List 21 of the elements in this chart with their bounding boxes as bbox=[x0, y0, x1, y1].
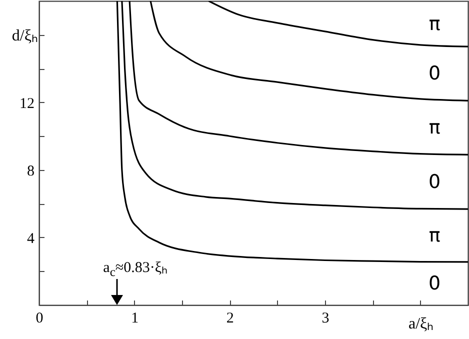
annotation: 0 bbox=[428, 62, 441, 85]
line-series bbox=[128, 1, 468, 156]
y-axis-title: d/ξₕ bbox=[12, 27, 38, 44]
annotation: π bbox=[428, 12, 440, 35]
x-tick-label: 0 bbox=[36, 310, 44, 326]
line-series bbox=[116, 1, 468, 263]
annotation: 0 bbox=[428, 170, 441, 193]
annotation: 0 bbox=[428, 272, 441, 294]
x-tick-label: 3 bbox=[322, 310, 330, 326]
y-tick-label: 12 bbox=[20, 96, 34, 112]
line-series bbox=[121, 1, 468, 210]
x-tick-label: 1 bbox=[131, 310, 139, 326]
x-axis-title: a/ξₕ bbox=[408, 316, 434, 332]
y-tick-label: 8 bbox=[27, 163, 34, 180]
annotation: π bbox=[428, 224, 440, 246]
y-tick-label: 4 bbox=[27, 230, 35, 247]
annotation: a$_{c}$≈0.83·ξₕ bbox=[103, 260, 168, 278]
x-tick-label: 2 bbox=[226, 310, 234, 326]
annotation: π bbox=[428, 116, 440, 139]
line-series bbox=[150, 1, 468, 102]
line-series bbox=[208, 1, 468, 48]
